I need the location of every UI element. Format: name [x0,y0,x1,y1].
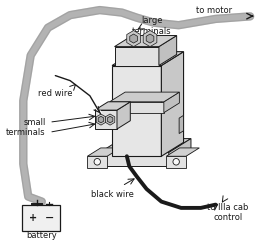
Polygon shape [96,114,106,125]
Polygon shape [179,115,184,134]
Polygon shape [143,30,157,47]
Text: +: + [29,213,37,223]
Text: −: − [45,213,54,223]
Text: small
terminals: small terminals [6,118,45,137]
Polygon shape [100,152,169,166]
Polygon shape [117,102,130,129]
Polygon shape [114,47,159,66]
Polygon shape [110,102,164,113]
Polygon shape [112,66,161,156]
Polygon shape [164,92,179,113]
Polygon shape [107,116,113,123]
Text: to IIIa cab
control: to IIIa cab control [207,203,249,222]
Polygon shape [166,156,186,168]
Polygon shape [87,148,120,156]
Polygon shape [114,36,177,47]
Polygon shape [127,30,140,47]
Polygon shape [130,34,138,43]
Circle shape [94,159,100,165]
Polygon shape [98,116,104,123]
Polygon shape [110,92,179,102]
Text: to motor: to motor [196,6,232,15]
Circle shape [173,159,179,165]
Polygon shape [87,156,107,168]
Polygon shape [100,139,191,152]
Text: large
terminals: large terminals [132,16,171,36]
Text: battery: battery [27,231,57,240]
Polygon shape [95,110,117,129]
Polygon shape [166,148,199,156]
Polygon shape [161,52,184,156]
Polygon shape [169,139,191,166]
FancyBboxPatch shape [22,205,60,231]
Polygon shape [112,52,184,66]
Polygon shape [146,34,154,43]
Text: red wire: red wire [38,89,73,98]
Polygon shape [105,114,115,125]
Text: black wire: black wire [91,190,133,199]
Polygon shape [159,36,177,66]
Polygon shape [95,102,130,110]
